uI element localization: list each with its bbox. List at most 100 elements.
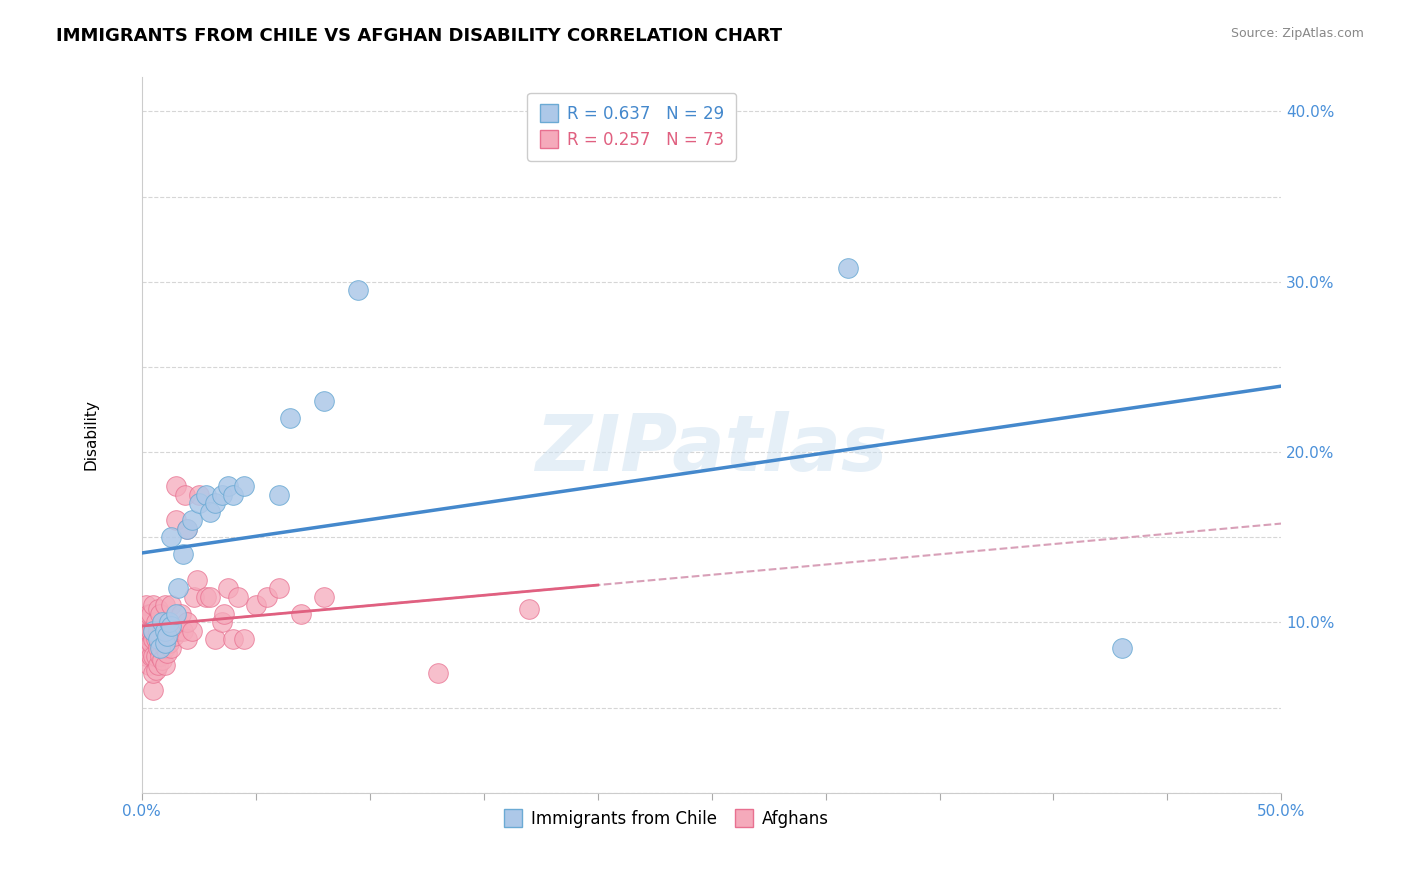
Point — [150, 615, 173, 630]
Point — [169, 607, 191, 621]
Point — [211, 488, 233, 502]
Point — [156, 629, 179, 643]
Point — [211, 615, 233, 630]
Point — [139, 624, 162, 638]
Point — [181, 513, 204, 527]
Point — [172, 547, 194, 561]
Point — [222, 632, 245, 647]
Point — [145, 632, 167, 647]
Text: Disability: Disability — [83, 400, 98, 470]
Point — [290, 607, 312, 621]
Point — [146, 624, 169, 638]
Point — [233, 632, 256, 647]
Point — [233, 479, 256, 493]
Point — [138, 640, 160, 655]
Point — [149, 607, 172, 621]
Point — [149, 649, 172, 664]
Point — [172, 624, 194, 638]
Point — [278, 411, 301, 425]
Point — [157, 615, 180, 630]
Point — [200, 590, 222, 604]
Text: IMMIGRANTS FROM CHILE VS AFGHAN DISABILITY CORRELATION CHART: IMMIGRANTS FROM CHILE VS AFGHAN DISABILI… — [56, 27, 782, 45]
Point — [200, 505, 222, 519]
Point — [153, 640, 176, 655]
Point — [267, 488, 290, 502]
Point — [139, 607, 162, 621]
Point — [314, 394, 336, 409]
Point — [139, 649, 162, 664]
Point — [138, 607, 160, 621]
Point — [174, 488, 197, 502]
Point — [153, 636, 176, 650]
Point — [217, 582, 239, 596]
Point — [314, 590, 336, 604]
Point — [139, 636, 162, 650]
Point — [187, 496, 209, 510]
Point — [165, 513, 187, 527]
Point — [142, 666, 165, 681]
Point — [427, 666, 450, 681]
Point — [142, 624, 165, 638]
Point — [150, 653, 173, 667]
Point — [165, 479, 187, 493]
Point — [347, 283, 370, 297]
Point — [153, 624, 176, 638]
Point — [142, 632, 165, 647]
Point — [176, 632, 198, 647]
Point — [222, 488, 245, 502]
Point — [145, 663, 167, 677]
Point — [135, 649, 157, 664]
Point — [194, 488, 217, 502]
Point — [160, 640, 183, 655]
Point — [1111, 640, 1133, 655]
Point — [837, 261, 859, 276]
Point — [138, 657, 160, 672]
Point — [156, 619, 179, 633]
Point — [167, 624, 190, 638]
Point — [150, 624, 173, 638]
Point — [135, 599, 157, 613]
Point — [142, 624, 165, 638]
Point — [146, 640, 169, 655]
Point — [167, 582, 190, 596]
Point — [135, 615, 157, 630]
Point — [153, 624, 176, 638]
Point — [160, 530, 183, 544]
Point — [157, 615, 180, 630]
Text: ZIPatlas: ZIPatlas — [536, 411, 887, 487]
Point — [145, 649, 167, 664]
Point — [176, 615, 198, 630]
Point — [142, 683, 165, 698]
Point — [204, 496, 226, 510]
Point — [135, 632, 157, 647]
Point — [176, 522, 198, 536]
Point — [517, 601, 540, 615]
Point — [245, 599, 267, 613]
Point — [149, 632, 172, 647]
Point — [142, 599, 165, 613]
Text: Source: ZipAtlas.com: Source: ZipAtlas.com — [1230, 27, 1364, 40]
Point — [146, 657, 169, 672]
Point — [153, 599, 176, 613]
Point — [156, 646, 179, 660]
Point — [165, 607, 187, 621]
Point — [160, 619, 183, 633]
Point — [181, 624, 204, 638]
Point — [226, 590, 249, 604]
Point — [217, 479, 239, 493]
Point — [145, 615, 167, 630]
Point — [163, 629, 186, 643]
Point — [135, 624, 157, 638]
Point — [256, 590, 278, 604]
Point — [194, 590, 217, 604]
Point — [146, 632, 169, 647]
Point — [149, 640, 172, 655]
Point — [183, 590, 205, 604]
Point — [186, 573, 208, 587]
Point — [138, 624, 160, 638]
Point — [267, 582, 290, 596]
Point — [187, 488, 209, 502]
Point — [176, 522, 198, 536]
Point — [146, 601, 169, 615]
Point — [160, 599, 183, 613]
